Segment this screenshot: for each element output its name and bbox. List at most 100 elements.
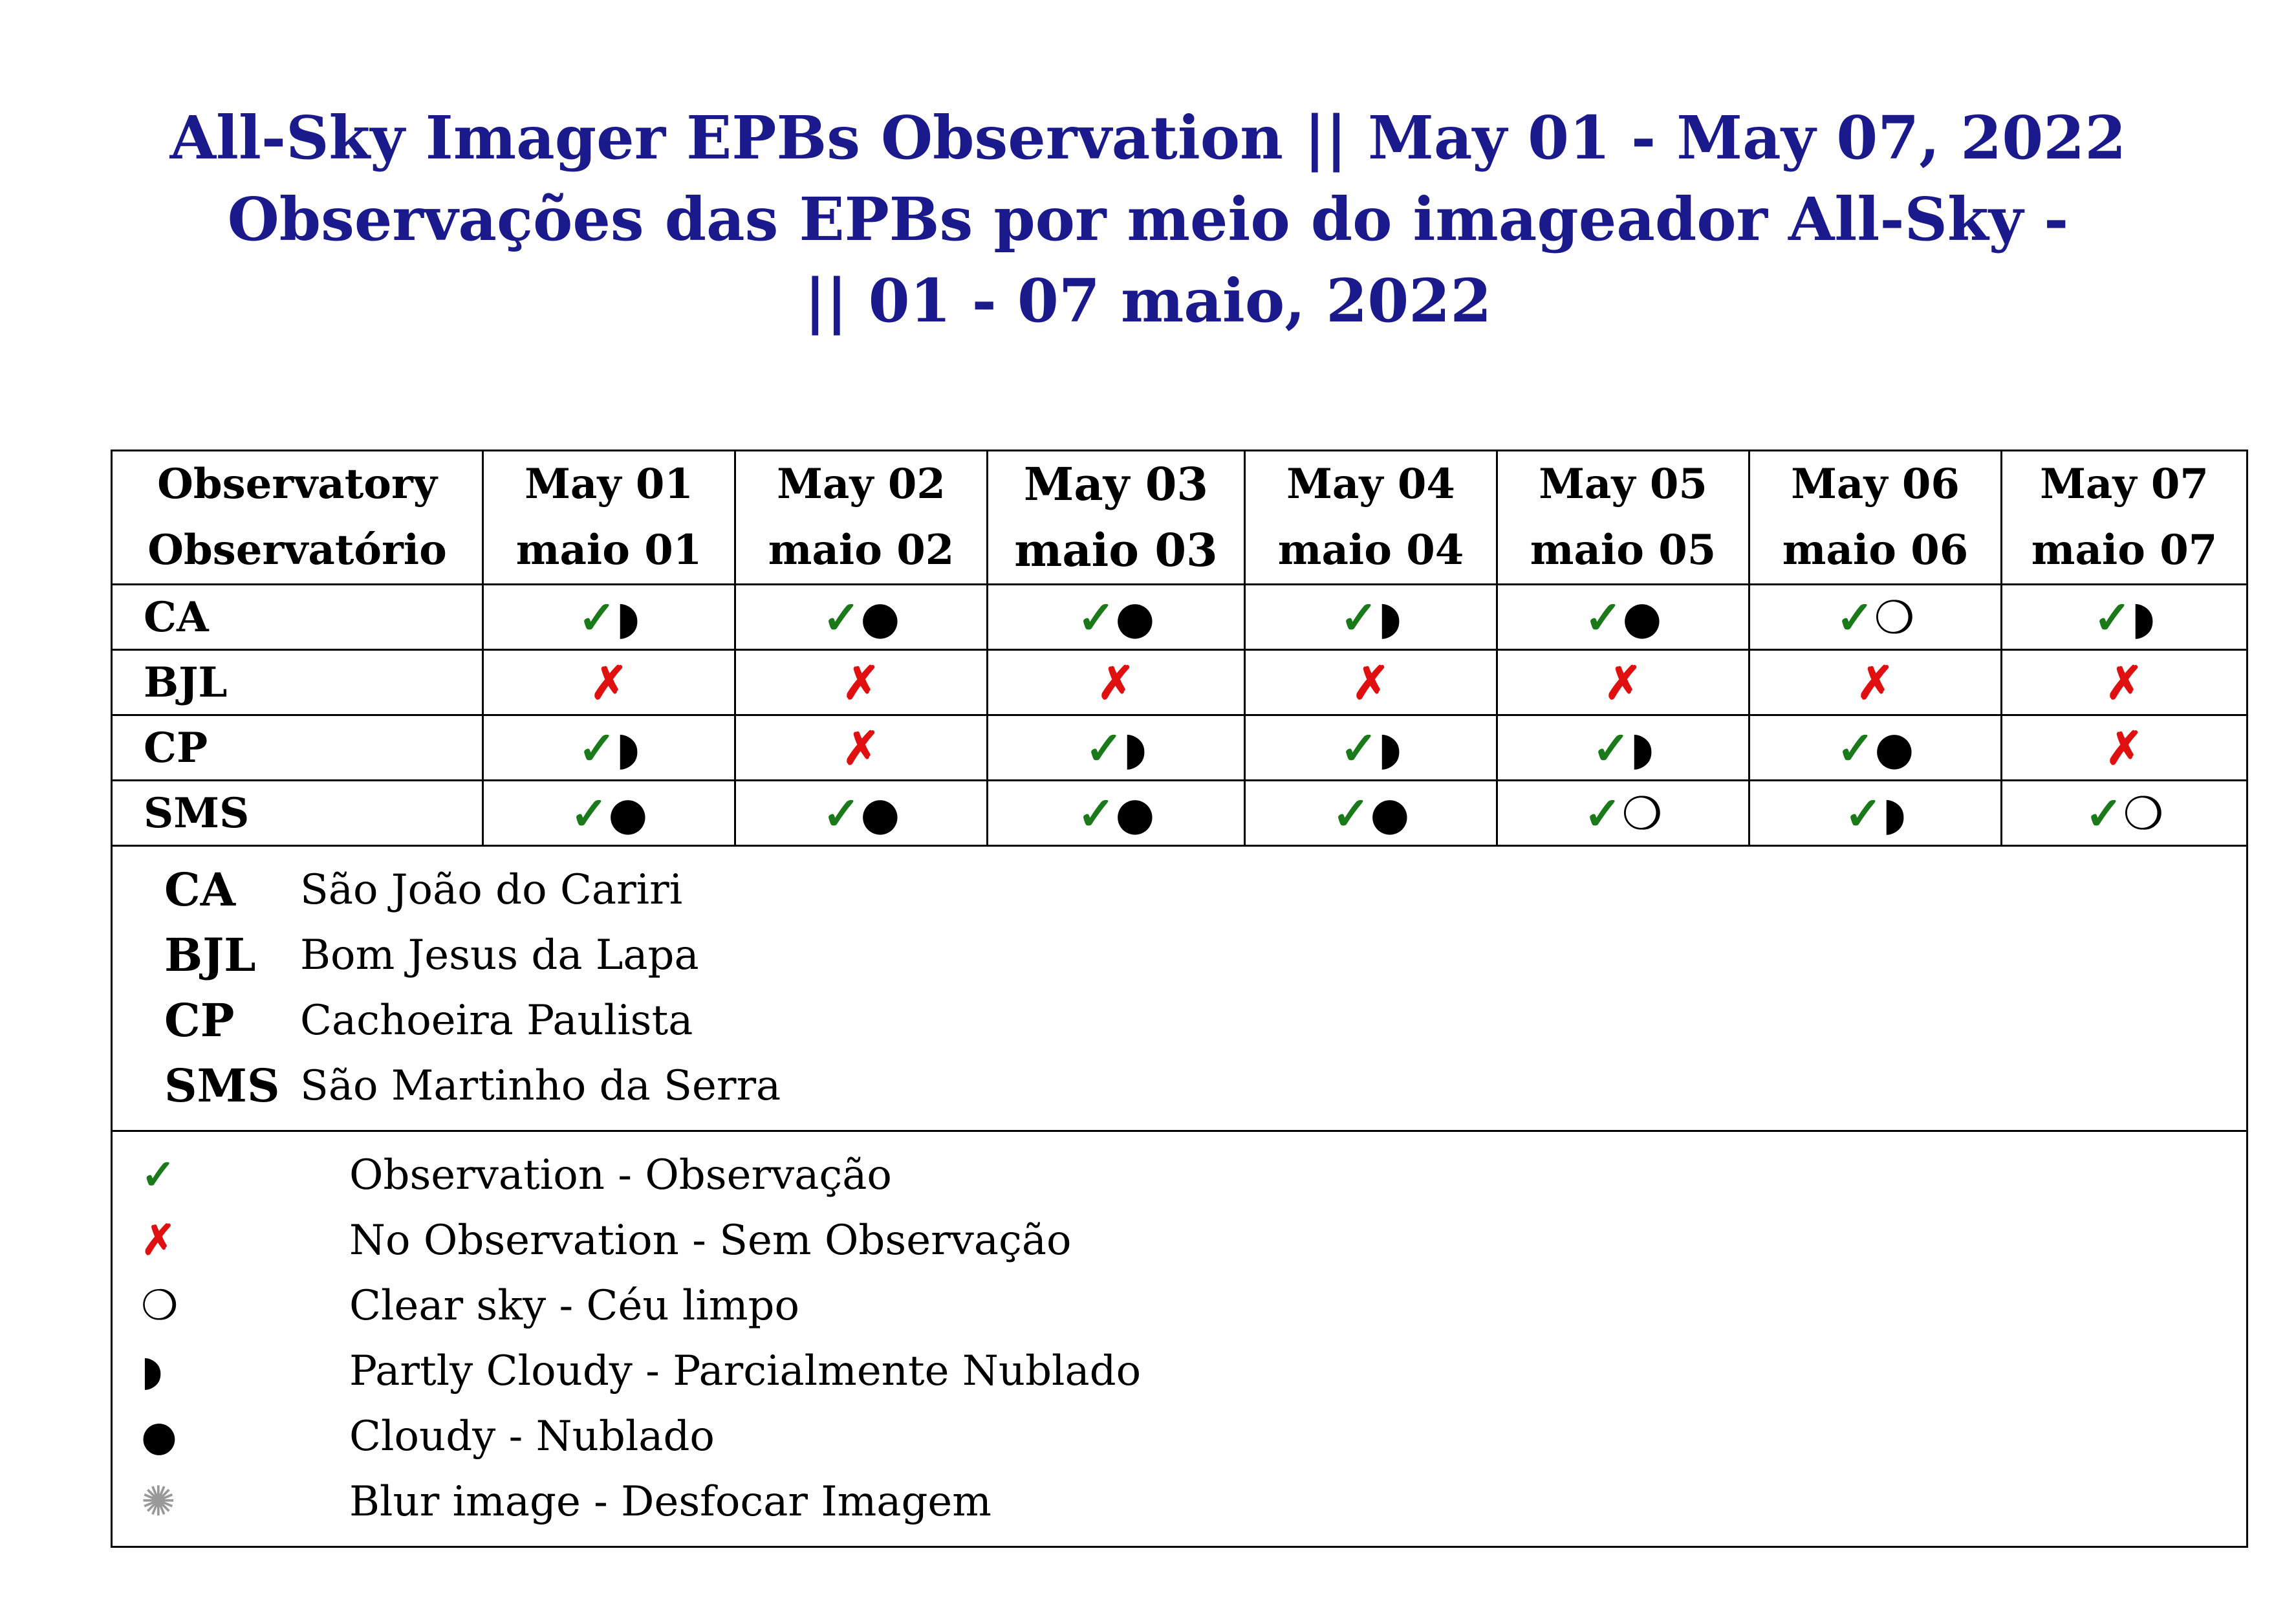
row-code: CA <box>111 583 484 651</box>
header-day-pt: maio 01 <box>515 526 702 574</box>
cloudy-icon: ● <box>1370 787 1410 840</box>
header-day-en: May 03 <box>1023 457 1209 511</box>
title-line-2: Observações das EPBs por meio do imagead… <box>227 184 2069 254</box>
status-cell: ✓◗ <box>1496 714 1750 781</box>
no-observation-x-icon: ✗ <box>1856 655 1894 710</box>
station-code: BJL <box>164 928 256 982</box>
observation-check-icon: ✓ <box>2093 590 2132 644</box>
row-code: SMS <box>111 779 484 847</box>
station-code: SMS <box>164 1059 280 1112</box>
cloudy-icon: ● <box>608 787 648 840</box>
header-day: May 05 maio 05 <box>1496 450 1750 585</box>
header-day-pt: maio 05 <box>1530 526 1717 574</box>
status-cell: ✓● <box>482 779 736 847</box>
clear-sky-icon: ❍ <box>2123 787 2164 840</box>
header-day: May 04 maio 04 <box>1244 450 1498 585</box>
cloudy-icon: ● <box>1874 721 1914 775</box>
title-line-1: All-Sky Imager EPBs Observation || May 0… <box>169 103 2127 173</box>
partly-cloudy-icon: ◗ <box>1630 721 1654 775</box>
no-observation-x-icon: ✗ <box>1604 655 1642 710</box>
symbol-label: Observation - Observação <box>349 1151 892 1199</box>
partly-cloudy-icon: ◗ <box>1378 591 1402 644</box>
header-observatory-en: Observatory <box>157 460 437 508</box>
observation-check-icon: ✓ <box>822 590 861 644</box>
header-day: May 03 maio 03 <box>986 450 1246 585</box>
observation-check-icon: ✓ <box>578 721 616 775</box>
header-row: Observatory Observatório May 01 maio 01 M… <box>111 450 2248 585</box>
status-cell: ✓● <box>734 583 988 651</box>
station-legend-item: BJL Bom Jesus da Lapa <box>113 922 2246 988</box>
row-code: CP <box>111 714 484 781</box>
status-cell: ✓● <box>986 583 1246 651</box>
header-day-en: May 04 <box>1286 460 1455 508</box>
no-observation-x-icon: ✗ <box>1097 655 1135 710</box>
symbols-legend-row: ✓ Observation - Observação ✗ No Observation… <box>111 1130 2248 1548</box>
status-cell: ✗ <box>482 649 736 716</box>
status-cell: ✗ <box>734 714 988 781</box>
title-line-3: || 01 - 07 maio, 2022 <box>804 266 1492 336</box>
status-cell: ✗ <box>2000 714 2248 781</box>
observation-table: Observatory Observatório May 01 maio 01 M… <box>111 450 2248 1548</box>
partly-cloudy-icon: ◗ <box>616 591 640 644</box>
observation-check-icon: ✓ <box>1836 721 1875 775</box>
observation-check-icon: ✓ <box>1583 786 1622 840</box>
station-legend-item: CA São João do Cariri <box>113 857 2246 922</box>
cloudy-icon: ● <box>1622 591 1662 644</box>
observation-check-icon: ✓ <box>1339 590 1378 644</box>
station-name: Bom Jesus da Lapa <box>300 931 699 979</box>
header-day: May 01 maio 01 <box>482 450 736 585</box>
status-cell: ✗ <box>986 649 1246 716</box>
header-day-pt: maio 04 <box>1277 526 1464 574</box>
status-cell: ✓● <box>734 779 988 847</box>
symbol-label: Partly Cloudy - Parcialmente Nublado <box>349 1347 1142 1395</box>
station-code: CA <box>164 863 236 917</box>
status-cell: ✓◗ <box>482 583 736 651</box>
header-day-pt: maio 03 <box>1014 523 1218 577</box>
symbol-label: Blur image - Desfocar Imagem <box>349 1477 991 1526</box>
table-row: SMS ✓● ✓● ✓● ✓● ✓❍ ✓◗ ✓❍ <box>111 779 2248 847</box>
symbol-legend-item: ✺ Blur image - Desfocar Imagem <box>113 1469 2246 1534</box>
table-row: BJL ✗ ✗ ✗ ✗ ✗ ✗ ✗ <box>111 649 2248 716</box>
observation-check-icon: ✓ <box>1085 721 1123 775</box>
symbol-legend-item: ✗ No Observation - Sem Observação <box>113 1208 2246 1273</box>
observation-check-icon: ✓ <box>1332 786 1370 840</box>
header-day-pt: maio 02 <box>768 526 955 574</box>
symbol-legend-item: ❍ Clear sky - Céu limpo <box>113 1273 2246 1338</box>
no-observation-x-icon: ✗ <box>842 721 880 775</box>
status-cell: ✓● <box>1748 714 2002 781</box>
status-cell: ✗ <box>1748 649 2002 716</box>
observation-check-icon: ✓ <box>1592 721 1630 775</box>
station-legend-item: CP Cachoeira Paulista <box>113 988 2246 1053</box>
header-day-en: May 07 <box>2040 460 2209 508</box>
status-cell: ✗ <box>2000 649 2248 716</box>
observation-check-icon: ✓ <box>1836 590 1874 644</box>
clear-sky-icon: ❍ <box>1874 591 1915 644</box>
no-observation-x-icon: ✗ <box>1352 655 1390 710</box>
blur-image-icon: ✺ <box>141 1477 176 1526</box>
clear-sky-icon: ❍ <box>141 1281 179 1330</box>
observation-check-icon: ✓ <box>1077 786 1116 840</box>
status-cell: ✓● <box>1244 779 1498 847</box>
status-cell: ✓◗ <box>482 714 736 781</box>
stations-legend: CA São João do Cariri BJL Bom Jesus da Lapa… <box>111 845 2248 1132</box>
partly-cloudy-icon: ◗ <box>141 1347 163 1395</box>
header-day-en: May 06 <box>1791 460 1960 508</box>
observation-check-icon: ✓ <box>1077 590 1116 644</box>
symbol-legend-item: ● Cloudy - Nublado <box>113 1404 2246 1469</box>
cloudy-icon: ● <box>1115 787 1155 840</box>
station-legend-item: SMS São Martinho da Serra <box>113 1053 2246 1118</box>
header-day: May 02 maio 02 <box>734 450 988 585</box>
clear-sky-icon: ❍ <box>1621 787 1663 840</box>
symbol-legend-item: ✓ Observation - Observação <box>113 1142 2246 1208</box>
header-day-en: May 01 <box>525 460 693 508</box>
observation-check-icon: ✓ <box>578 590 616 644</box>
station-name: São João do Cariri <box>300 865 683 914</box>
header-day-en: May 02 <box>777 460 946 508</box>
status-cell: ✓● <box>1496 583 1750 651</box>
status-cell: ✓◗ <box>2000 583 2248 651</box>
header-observatory-pt: Observatório <box>147 526 447 574</box>
observation-check-icon: ✓ <box>1339 721 1378 775</box>
no-observation-x-icon: ✗ <box>842 655 880 710</box>
cloudy-icon: ● <box>141 1412 177 1460</box>
no-observation-x-icon: ✗ <box>2105 655 2143 710</box>
